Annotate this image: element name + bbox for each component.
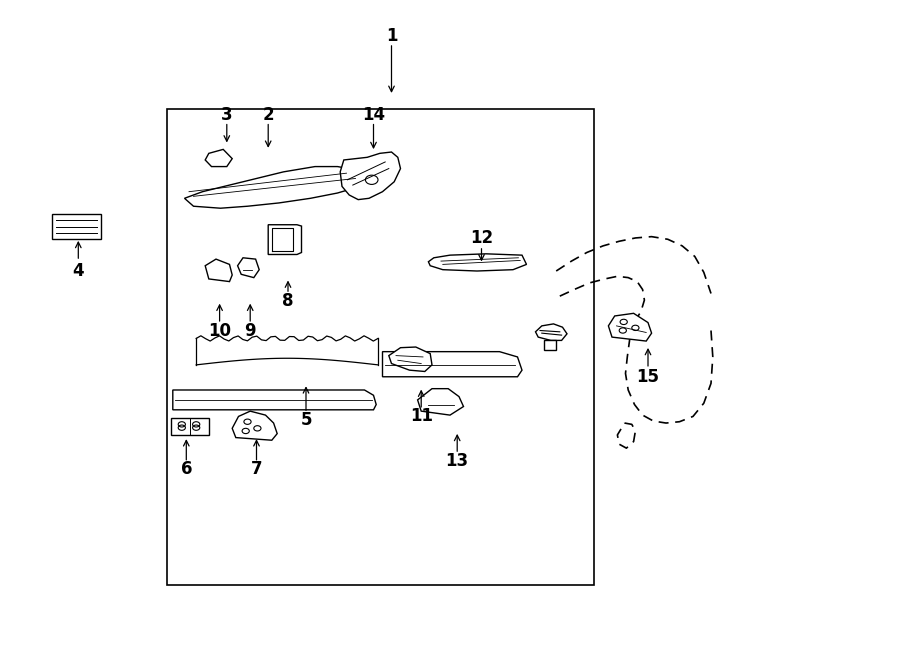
Text: 1: 1 — [386, 27, 397, 46]
Polygon shape — [184, 167, 369, 208]
Polygon shape — [52, 214, 101, 239]
Text: 5: 5 — [301, 410, 311, 429]
Text: 14: 14 — [362, 106, 385, 124]
Polygon shape — [232, 411, 277, 440]
Text: 10: 10 — [208, 321, 231, 340]
Polygon shape — [196, 336, 378, 365]
Polygon shape — [608, 313, 652, 341]
Polygon shape — [268, 225, 302, 254]
Text: 8: 8 — [283, 292, 293, 310]
Polygon shape — [340, 152, 400, 200]
Polygon shape — [205, 259, 232, 282]
Polygon shape — [428, 254, 526, 271]
Text: 12: 12 — [470, 229, 493, 247]
Polygon shape — [171, 418, 209, 435]
Polygon shape — [389, 347, 432, 371]
Polygon shape — [544, 340, 556, 350]
Text: 11: 11 — [410, 407, 433, 426]
Polygon shape — [205, 149, 232, 167]
Text: 15: 15 — [636, 368, 660, 386]
Text: 2: 2 — [263, 106, 274, 124]
Text: 13: 13 — [446, 451, 469, 470]
Polygon shape — [418, 389, 464, 415]
Text: 3: 3 — [221, 106, 232, 124]
Text: 6: 6 — [181, 460, 192, 479]
Text: 7: 7 — [251, 460, 262, 479]
Polygon shape — [272, 228, 293, 251]
Polygon shape — [382, 352, 522, 377]
Bar — [166, 109, 594, 585]
Polygon shape — [238, 258, 259, 278]
Polygon shape — [536, 324, 567, 340]
Text: 9: 9 — [245, 321, 256, 340]
Polygon shape — [173, 390, 376, 410]
Text: 4: 4 — [73, 262, 84, 280]
